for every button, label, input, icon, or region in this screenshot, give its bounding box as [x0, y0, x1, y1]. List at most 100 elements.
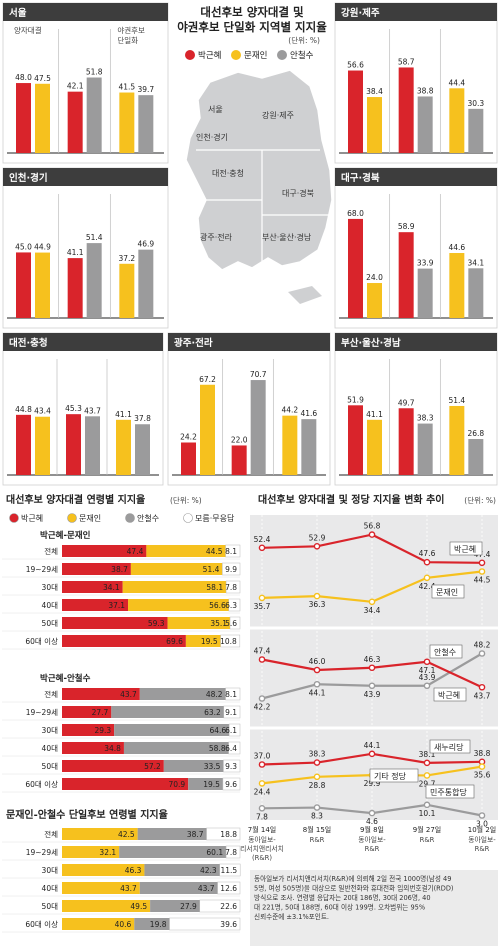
stack-segment: [219, 863, 241, 877]
stack-segment: [62, 688, 140, 700]
stack-segment: [62, 706, 112, 718]
map-region-label: 대전·충청: [212, 168, 244, 178]
bar-value: 41.1: [366, 410, 383, 419]
bar-value: 37.8: [134, 414, 151, 423]
age-category: 50대: [42, 902, 59, 911]
bar: [348, 218, 363, 318]
bar-value: 44.4: [448, 78, 465, 87]
age-legend-label: 모름·무응답: [195, 513, 235, 523]
footnote-line: 동아일보가 리서치앤리서치(R&R)에 의뢰해 2일 전국 1000명(남성 4…: [254, 874, 451, 883]
bar-value: 24.2: [180, 433, 197, 442]
stack-value: 6.3: [225, 601, 237, 610]
series-label-box: [425, 784, 475, 799]
age-category: 30대: [42, 866, 59, 875]
stack-value: 43.7: [120, 884, 137, 893]
trend-value: 44.1: [309, 688, 326, 697]
legend-label: 문재인: [244, 50, 267, 61]
stack-value: 60.1: [206, 848, 223, 857]
legend-dot: [277, 50, 287, 60]
bar: [367, 97, 382, 153]
trend-value: 29.7: [419, 779, 436, 788]
trend-value: 52.9: [309, 533, 326, 542]
stack-segment: [62, 742, 124, 754]
age-category: 전체: [44, 689, 58, 699]
stack-value: 12.6: [220, 884, 237, 893]
trend-value: 38.3: [309, 750, 326, 759]
stack-segment: [62, 563, 131, 575]
trend-value: 38.8: [474, 749, 491, 758]
bar-value: 30.3: [467, 99, 484, 108]
trend-value: 35.6: [474, 771, 491, 780]
bar-value: 41.6: [300, 409, 317, 418]
bar-value: 39.7: [137, 85, 154, 94]
stack-segment: [137, 828, 207, 840]
single-title: 문재인-안철수 단일후보 연령별 지지율: [6, 808, 168, 821]
stack-segment: [62, 760, 164, 772]
series-label: 안철수: [434, 647, 456, 657]
bar: [86, 243, 102, 318]
stack-value: 43.7: [198, 884, 215, 893]
stack-value: 38.7: [111, 565, 128, 574]
trend-value: 10.1: [419, 809, 436, 818]
bar: [417, 96, 433, 153]
trend-point: [478, 812, 486, 819]
trend-point: [313, 592, 321, 600]
region-title: 인천·경기: [9, 172, 48, 184]
series-label: 새누리당: [434, 742, 464, 752]
age-legend-label: 문재인: [79, 513, 101, 523]
stack-value: 33.5: [204, 762, 221, 771]
stack-segment: [223, 705, 241, 719]
trend-point: [368, 531, 376, 538]
stack-value: 63.2: [204, 708, 221, 717]
stack-value: 37.1: [108, 601, 125, 610]
trend-point: [478, 683, 486, 691]
stack-segment: [62, 900, 151, 912]
age-category: 60대 이상: [25, 636, 58, 646]
bar-value: 68.0: [347, 209, 364, 218]
trend-value: 43.7: [474, 691, 491, 700]
age-title: 대선후보 양자대결 연령별 지지율: [6, 493, 145, 506]
stack-segment: [62, 846, 120, 858]
series-label-box: [429, 739, 471, 754]
stack-segment: [128, 599, 229, 611]
bar-value: 22.0: [231, 435, 248, 444]
stack-segment: [62, 581, 123, 593]
trend-value: 46.0: [309, 657, 326, 666]
bar-value: 33.9: [417, 259, 434, 268]
x-date: 8월 15일: [303, 825, 331, 834]
region-chart: 인천·경기 45.0 44.9 41.151.4 37.246.9: [2, 167, 169, 329]
stack-segment: [229, 616, 241, 630]
section-title: 박근혜-문재인: [40, 530, 91, 541]
bar-value: 51.4: [86, 233, 103, 242]
trend-value: 3.0: [476, 820, 488, 829]
bar-value: 43.4: [34, 407, 51, 416]
series-label: 문재인: [436, 587, 458, 597]
stack-value: 42.3: [200, 866, 217, 875]
bar-value: 44.8: [15, 405, 32, 414]
stack-segment: [62, 599, 129, 611]
stack-segment: [206, 827, 241, 841]
bar: [398, 408, 414, 475]
series-label-box: [449, 541, 483, 556]
trend-value: 8.3: [311, 812, 323, 821]
stack-value: 29.3: [94, 726, 111, 735]
stack-segment: [199, 899, 241, 913]
bar: [367, 419, 382, 475]
legend-dot: [231, 50, 241, 60]
stack-segment: [225, 845, 241, 859]
stack-segment: [62, 918, 135, 930]
bar-value: 47.5: [34, 74, 51, 83]
stack-value: 59.3: [148, 619, 165, 628]
stack-segment: [163, 760, 224, 772]
trend-value: 42.2: [254, 703, 271, 712]
series-label-box: [429, 644, 463, 659]
region-chart: 광주·전라 24.2 67.2 22.0 70.7 44.2 41.6: [167, 332, 331, 486]
trend-value: 4.6: [366, 817, 378, 826]
stack-value: 9.9: [225, 565, 237, 574]
bar-value: 42.1: [67, 82, 84, 91]
legend-label: 안철수: [290, 50, 314, 61]
stack-segment: [62, 724, 115, 736]
series-label: 민주통합당: [430, 787, 467, 797]
bar-value: 70.7: [250, 370, 267, 379]
